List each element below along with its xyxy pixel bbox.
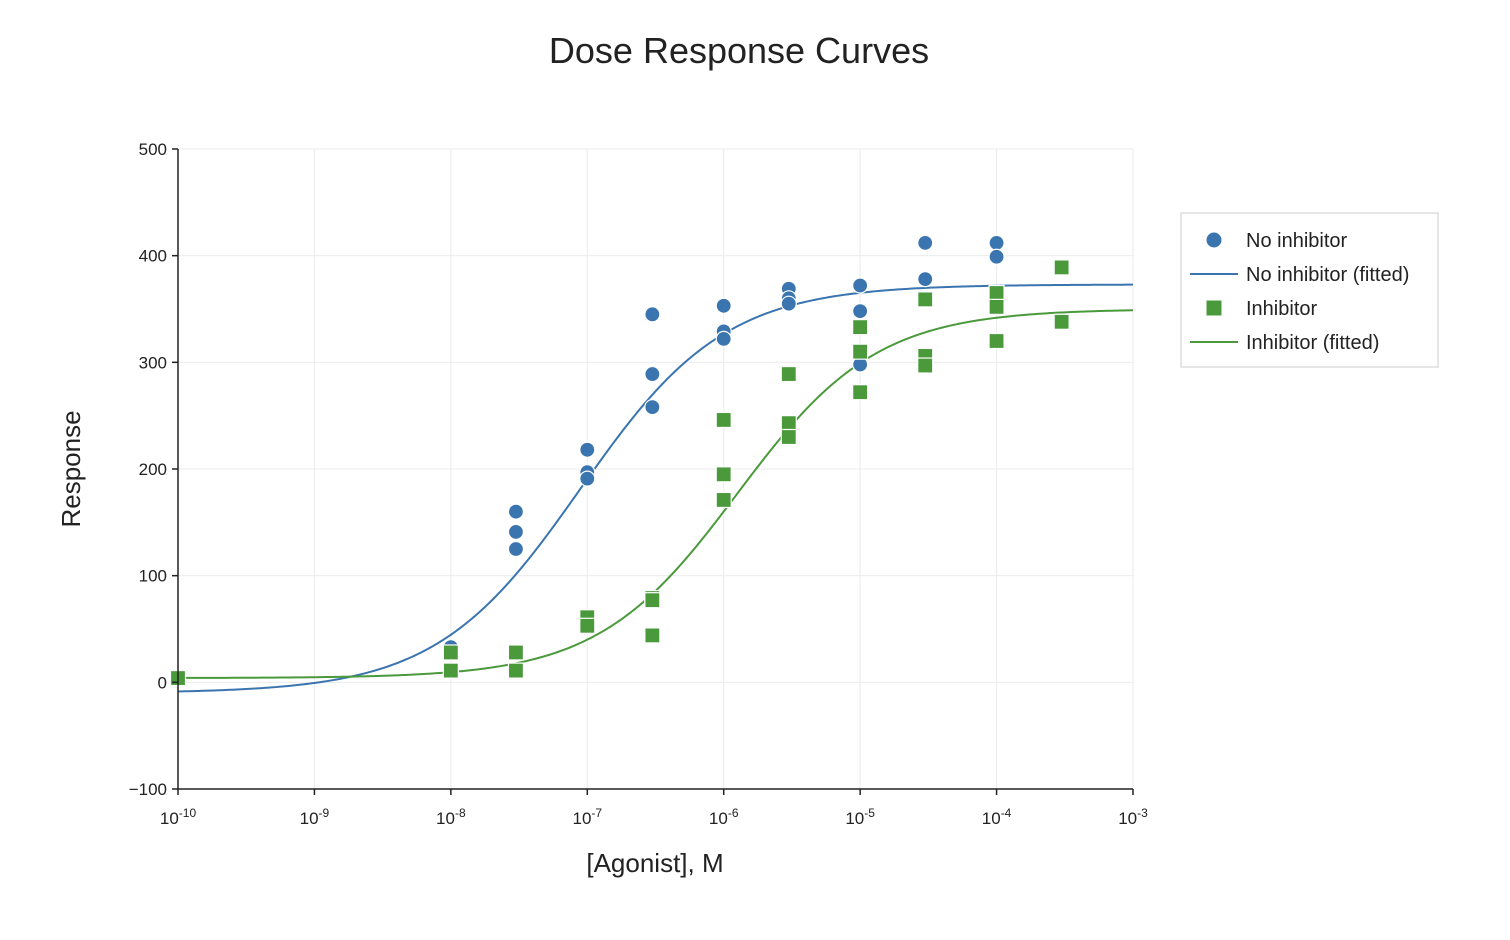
point-no-inhibitor bbox=[780, 295, 797, 312]
x-tick-base: 10 bbox=[300, 809, 319, 828]
x-axis-title: [Agonist], M bbox=[586, 848, 723, 878]
fitted-curve-1 bbox=[177, 283, 1134, 693]
legend-label: No inhibitor (fitted) bbox=[1246, 264, 1409, 286]
point-inhibitor bbox=[780, 415, 797, 432]
legend-label: Inhibitor bbox=[1246, 298, 1317, 320]
point-inhibitor bbox=[715, 411, 732, 429]
y-tick-label: 0 bbox=[158, 673, 167, 692]
x-tick-label: 10-5 bbox=[845, 806, 875, 828]
point-inhibitor bbox=[442, 662, 459, 679]
point-inhibitor bbox=[442, 644, 459, 661]
point-no-inhibitor bbox=[579, 470, 596, 487]
legend-label: Inhibitor (fitted) bbox=[1246, 332, 1379, 354]
legend-item-3: Inhibitor (fitted) bbox=[1190, 332, 1379, 354]
point-inhibitor bbox=[917, 357, 934, 374]
point-no-inhibitor bbox=[507, 503, 525, 520]
x-tick-label: 10-7 bbox=[572, 806, 602, 828]
point-inhibitor bbox=[1053, 313, 1070, 330]
data-points bbox=[169, 234, 1070, 687]
point-no-inhibitor bbox=[644, 399, 661, 416]
y-tick-label: 200 bbox=[139, 460, 167, 479]
x-tick-base: 10 bbox=[1118, 809, 1137, 828]
point-no-inhibitor bbox=[644, 365, 661, 383]
x-tick-base: 10 bbox=[436, 809, 455, 828]
x-tick-label: 10-6 bbox=[709, 806, 739, 828]
point-inhibitor bbox=[988, 284, 1005, 302]
x-tick-exponent: -6 bbox=[728, 806, 739, 820]
x-tick-exponent: -4 bbox=[1001, 806, 1012, 820]
legend-label: No inhibitor bbox=[1246, 230, 1348, 252]
point-inhibitor bbox=[988, 332, 1005, 350]
fitted-curve-3 bbox=[177, 309, 1134, 679]
y-axis-title: Response bbox=[56, 410, 86, 527]
y-tick-label: −100 bbox=[129, 780, 167, 799]
legend: No inhibitor No inhibitor (fitted) Inhibit… bbox=[1180, 212, 1439, 368]
point-no-inhibitor bbox=[852, 277, 869, 294]
x-tick-base: 10 bbox=[982, 809, 1001, 828]
point-inhibitor bbox=[852, 384, 869, 401]
x-tick-label: 10-4 bbox=[982, 806, 1012, 828]
x-tick-label: 10-8 bbox=[436, 806, 466, 828]
point-inhibitor bbox=[644, 627, 661, 644]
point-inhibitor bbox=[1053, 259, 1070, 276]
x-tick-exponent: -10 bbox=[179, 806, 197, 820]
y-tick-label: 400 bbox=[139, 247, 167, 266]
legend-item-2: Inhibitor bbox=[1206, 298, 1317, 320]
point-no-inhibitor bbox=[579, 441, 596, 458]
x-tick-base: 10 bbox=[709, 809, 728, 828]
point-no-inhibitor bbox=[917, 234, 934, 251]
x-tick-exponent: -7 bbox=[591, 806, 602, 820]
x-tick-label: 10-10 bbox=[160, 806, 197, 828]
legend-marker-circle bbox=[1206, 232, 1222, 248]
legend-item-1: No inhibitor (fitted) bbox=[1190, 264, 1409, 286]
point-no-inhibitor bbox=[715, 297, 732, 314]
point-inhibitor bbox=[780, 428, 797, 446]
x-tick-base: 10 bbox=[572, 809, 591, 828]
legend-item-0: No inhibitor bbox=[1206, 230, 1348, 252]
x-tick-exponent: -9 bbox=[319, 806, 330, 820]
point-inhibitor bbox=[579, 617, 596, 634]
point-no-inhibitor bbox=[715, 330, 732, 347]
x-axis-ticks: 10-10 10-9 10-8 10-7 10-6 10-5 10-4 10-3 bbox=[160, 789, 1148, 828]
point-no-inhibitor bbox=[644, 306, 661, 323]
point-no-inhibitor bbox=[852, 303, 869, 320]
point-inhibitor bbox=[644, 592, 661, 609]
x-tick-exponent: -8 bbox=[455, 806, 466, 820]
x-tick-base: 10 bbox=[160, 809, 179, 828]
point-inhibitor bbox=[715, 466, 732, 483]
y-tick-label: 300 bbox=[139, 353, 167, 372]
x-tick-label: 10-9 bbox=[300, 806, 330, 828]
point-inhibitor bbox=[988, 298, 1005, 315]
y-tick-label: 500 bbox=[139, 140, 167, 159]
y-axis-ticks: 500 400 300 200 100 0 −100 bbox=[129, 140, 178, 799]
point-no-inhibitor bbox=[507, 540, 525, 558]
point-inhibitor bbox=[780, 365, 797, 383]
point-inhibitor bbox=[507, 644, 525, 661]
point-inhibitor bbox=[507, 662, 525, 679]
point-inhibitor bbox=[852, 319, 869, 336]
point-no-inhibitor bbox=[988, 248, 1005, 265]
point-no-inhibitor bbox=[507, 523, 525, 541]
point-no-inhibitor bbox=[917, 271, 934, 288]
x-tick-base: 10 bbox=[845, 809, 864, 828]
x-tick-label: 10-3 bbox=[1118, 806, 1148, 828]
chart-title: Dose Response Curves bbox=[549, 30, 929, 71]
point-no-inhibitor bbox=[988, 234, 1005, 251]
legend-marker-square bbox=[1206, 300, 1222, 316]
x-tick-exponent: -3 bbox=[1137, 806, 1148, 820]
x-tick-exponent: -5 bbox=[864, 806, 875, 820]
point-inhibitor bbox=[917, 291, 934, 308]
point-inhibitor bbox=[715, 491, 732, 509]
point-inhibitor bbox=[852, 343, 869, 360]
y-tick-label: 100 bbox=[139, 567, 167, 586]
